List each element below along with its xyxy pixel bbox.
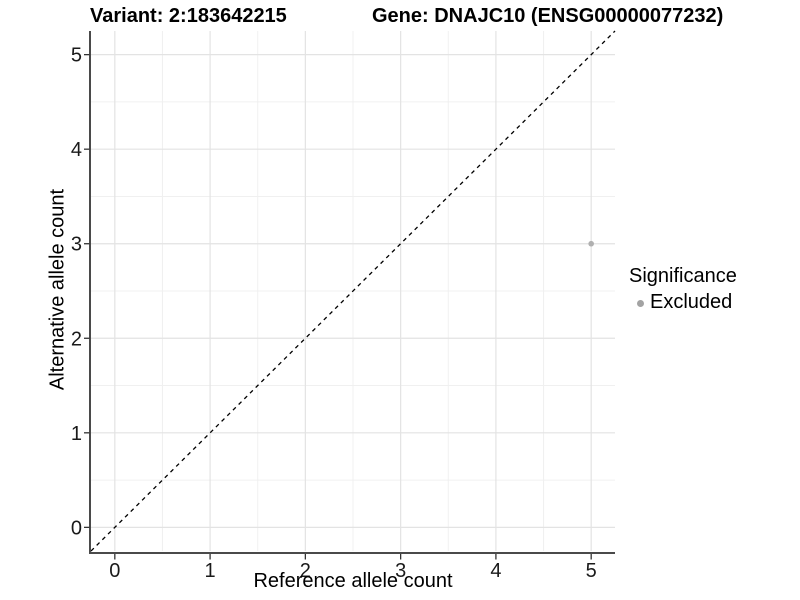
- x-tick-label: 3: [395, 560, 406, 582]
- legend: Significance Excluded: [629, 265, 737, 314]
- legend-item-label: Excluded: [650, 291, 733, 313]
- identity-line: [90, 30, 616, 552]
- y-tick-label: 0: [71, 517, 82, 539]
- y-tick-label: 1: [71, 423, 82, 445]
- x-tick-label: 0: [109, 560, 120, 582]
- y-axis-title: Alternative allele count: [46, 188, 69, 391]
- y-tick-label: 4: [71, 139, 82, 161]
- x-tick-label: 5: [586, 560, 597, 582]
- data-point: [588, 240, 594, 247]
- plot-title-gene: Gene: DNAJC10 (ENSG00000077232): [372, 5, 724, 27]
- x-tick-label: 1: [205, 560, 216, 582]
- legend-item-excluded: Excluded: [629, 291, 737, 314]
- x-axis-title: Reference allele count: [253, 570, 453, 592]
- plot-title-variant: Variant: 2:183642215: [90, 5, 287, 27]
- y-tick-label: 3: [71, 234, 82, 256]
- legend-point-icon: [637, 300, 644, 307]
- x-tick-label: 4: [490, 560, 501, 582]
- y-tick-label: 5: [71, 45, 82, 67]
- y-tick-label: 2: [71, 328, 82, 350]
- x-tick-label: 2: [300, 560, 311, 582]
- legend-title: Significance: [629, 265, 737, 287]
